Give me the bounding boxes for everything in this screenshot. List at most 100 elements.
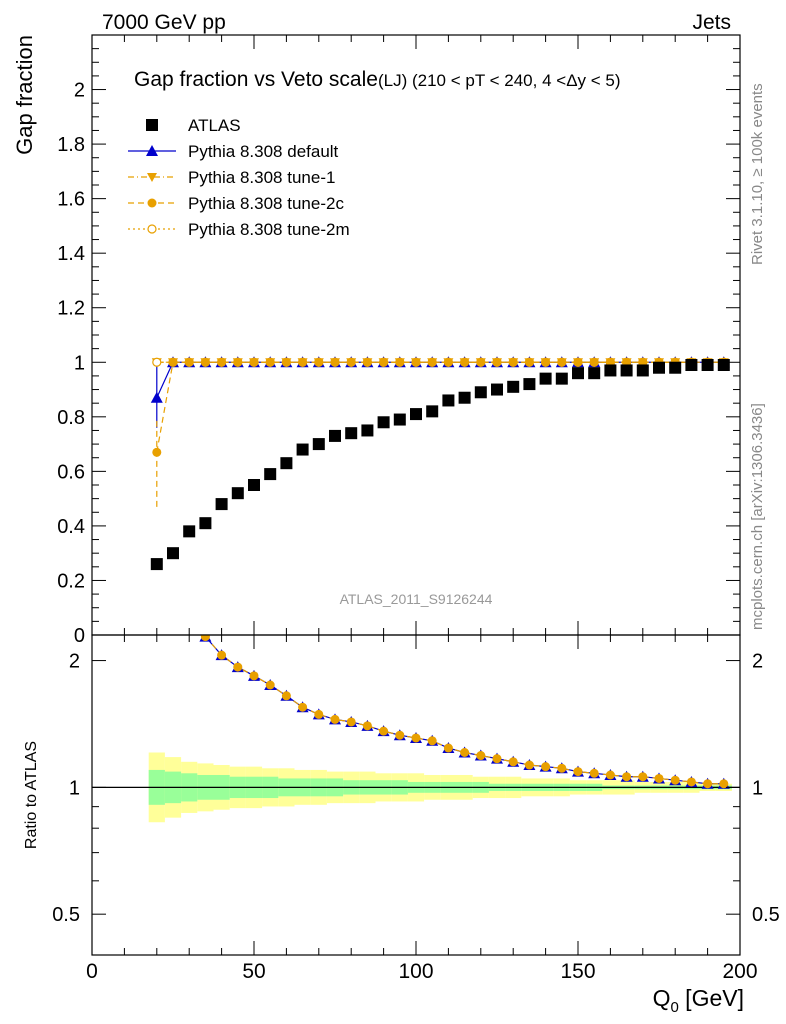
data-point bbox=[345, 427, 358, 440]
watermark: ATLAS_2011_S9126244 bbox=[340, 591, 493, 607]
data-point bbox=[146, 145, 158, 156]
ratio-point bbox=[686, 777, 696, 787]
data-point bbox=[150, 558, 163, 571]
data-point bbox=[215, 498, 228, 511]
ratio-point bbox=[427, 736, 437, 746]
data-point bbox=[410, 408, 422, 421]
ratio-point bbox=[314, 709, 324, 719]
chart-title-main: Gap fraction vs Veto scale bbox=[134, 68, 378, 91]
data-point bbox=[541, 357, 551, 367]
main-y-tick-label: 0.6 bbox=[57, 461, 85, 483]
data-point bbox=[298, 357, 308, 367]
ratio-point bbox=[638, 772, 648, 782]
data-point bbox=[460, 357, 470, 367]
x-axis-label: Q0 [GeV] bbox=[653, 985, 744, 1016]
main-y-axis-label: Gap fraction bbox=[12, 35, 37, 155]
main-y-axis: 0 0.2 0.4 0.6 0.8 1 1.2 1.4 1.6 1.8 2 bbox=[57, 48, 740, 647]
ratio-point bbox=[233, 662, 243, 672]
data-point bbox=[557, 357, 567, 367]
ratio-point bbox=[670, 775, 680, 785]
data-point bbox=[507, 380, 520, 393]
ratio-point bbox=[281, 691, 291, 701]
data-point bbox=[588, 367, 601, 380]
ratio-point bbox=[541, 762, 551, 772]
data-point bbox=[281, 357, 291, 367]
data-point bbox=[200, 357, 210, 367]
ratio-plot-area bbox=[92, 635, 740, 823]
ratio-panel: 0.5 0.51 12 2 0 50 100 150 200 Ratio to ATLAS Q… bbox=[23, 35, 780, 1016]
data-point bbox=[491, 383, 503, 396]
data-point bbox=[346, 357, 356, 367]
ratio-point bbox=[379, 726, 389, 736]
data-point bbox=[620, 364, 633, 377]
main-y-tick-label: 0 bbox=[74, 625, 85, 647]
ratio-point bbox=[524, 760, 534, 770]
x-tick-label: 0 bbox=[86, 960, 98, 983]
data-point bbox=[523, 378, 536, 391]
data-point bbox=[426, 405, 439, 418]
ratio-y-tick-label: 2 bbox=[69, 651, 80, 673]
ratio-point bbox=[508, 757, 518, 767]
ratio-point bbox=[573, 767, 583, 777]
ratio-point bbox=[557, 763, 567, 773]
data-point bbox=[653, 361, 665, 374]
ratio-y-axis-label: Ratio to ATLAS bbox=[23, 741, 40, 849]
data-point bbox=[573, 357, 583, 367]
data-point bbox=[150, 391, 163, 403]
ratio-point bbox=[249, 671, 259, 681]
data-point bbox=[524, 357, 534, 367]
ratio-point bbox=[362, 721, 372, 731]
ratio-point bbox=[476, 751, 486, 761]
legend-label: Pythia 8.308 tune-2c bbox=[188, 194, 344, 213]
data-point bbox=[147, 198, 157, 208]
data-point bbox=[492, 357, 502, 367]
data-point bbox=[312, 438, 325, 451]
x-axis: 0 50 100 150 200 bbox=[86, 35, 758, 983]
process-label: Jets bbox=[692, 11, 731, 34]
data-point bbox=[377, 416, 390, 429]
data-point bbox=[589, 357, 599, 367]
ratio-point bbox=[492, 754, 502, 764]
ratio-point bbox=[654, 773, 664, 783]
main-y-tick-label: 0.2 bbox=[57, 570, 85, 592]
data-point bbox=[249, 357, 259, 367]
data-point bbox=[395, 357, 405, 367]
legend-label: Pythia 8.308 default bbox=[188, 142, 339, 161]
data-point bbox=[669, 361, 682, 374]
data-point bbox=[474, 386, 487, 399]
data-point bbox=[183, 525, 196, 538]
data-point bbox=[362, 357, 372, 367]
data-point bbox=[476, 357, 486, 367]
data-point bbox=[152, 447, 162, 457]
x-tick-label: 150 bbox=[560, 960, 595, 983]
data-point bbox=[248, 479, 260, 491]
ratio-point bbox=[443, 743, 453, 753]
ratio-y-tick-label-right: 2 bbox=[752, 651, 763, 673]
ratio-point bbox=[298, 702, 308, 712]
data-point bbox=[458, 391, 471, 404]
ratio-point bbox=[411, 733, 421, 743]
data-point bbox=[685, 359, 698, 371]
data-point bbox=[508, 357, 518, 367]
energy-label: 7000 GeV pp bbox=[102, 11, 226, 34]
ratio-point bbox=[622, 772, 632, 782]
data-point bbox=[604, 364, 617, 377]
main-panel: 0 0.2 0.4 0.6 0.8 1 1.2 1.4 1.6 1.8 2 Gap fraction… bbox=[12, 34, 741, 647]
data-point bbox=[168, 357, 178, 367]
data-point bbox=[361, 424, 374, 437]
main-y-tick-label: 1.4 bbox=[57, 243, 85, 265]
main-y-tick-label: 1 bbox=[74, 352, 85, 374]
ratio-point bbox=[346, 717, 356, 727]
data-point bbox=[199, 517, 212, 530]
chart-subtitle: (LJ) (210 < pT < 240, 4 <Δy < 5) bbox=[378, 71, 621, 90]
ratio-y-tick-label: 0.5 bbox=[52, 904, 80, 926]
data-point bbox=[231, 487, 244, 500]
ratio-y-axis: 0.5 0.5 1 1 2 2 bbox=[52, 651, 780, 927]
data-point bbox=[427, 357, 437, 367]
data-point bbox=[717, 359, 730, 371]
legend-label: Pythia 8.308 tune-2m bbox=[188, 220, 350, 239]
data-point bbox=[217, 357, 227, 367]
data-point bbox=[280, 457, 293, 470]
data-point bbox=[393, 413, 406, 426]
